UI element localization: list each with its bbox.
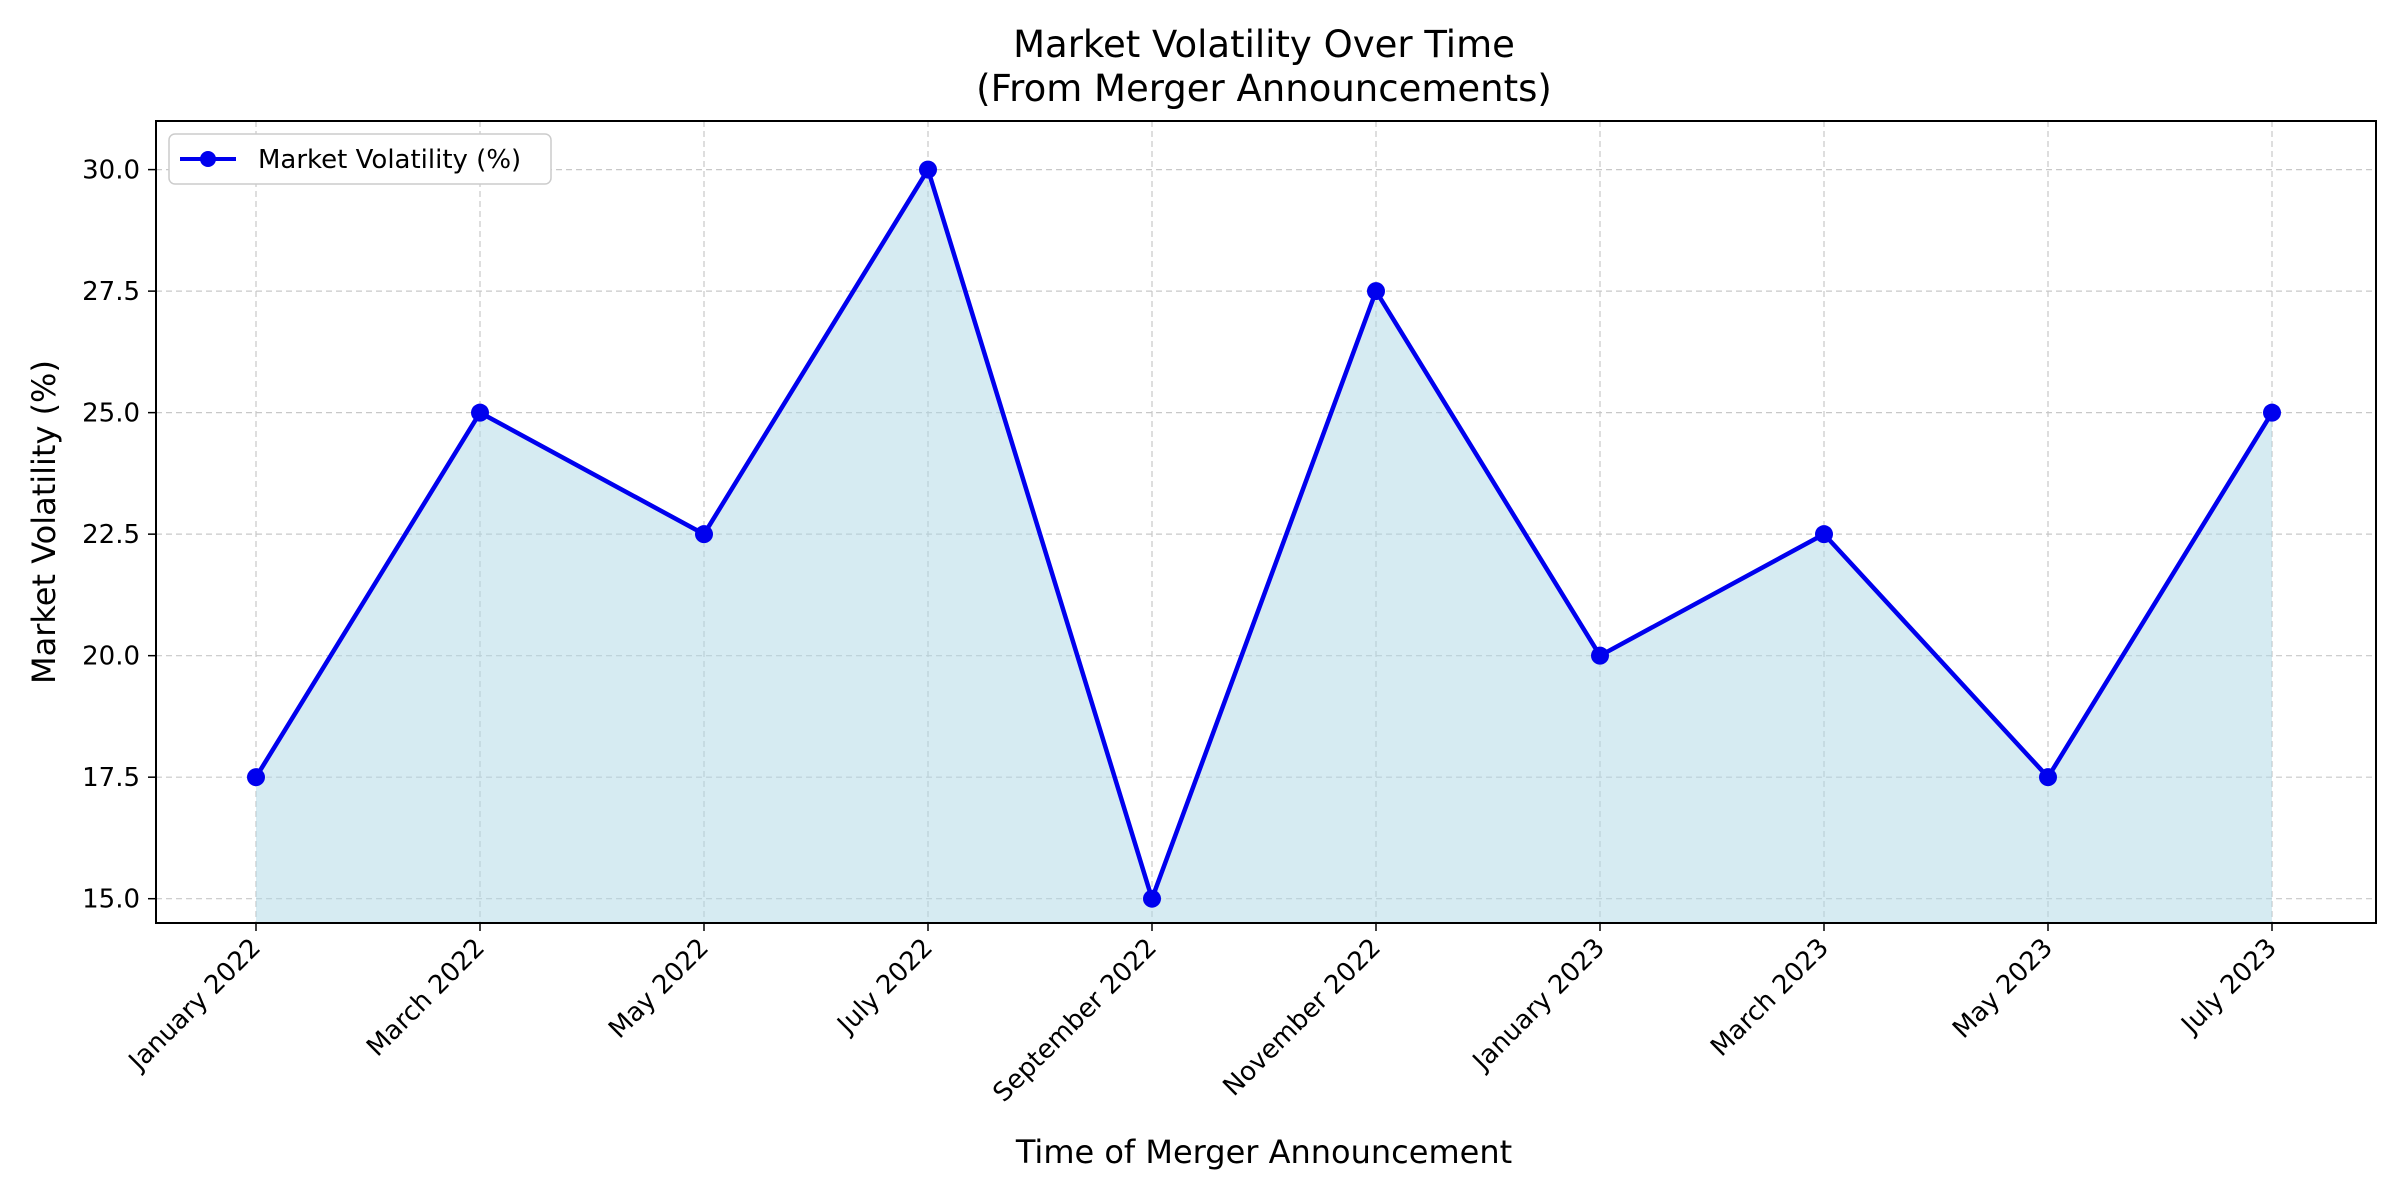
data-point bbox=[471, 403, 489, 422]
legend: Market Volatility (%) bbox=[168, 133, 552, 185]
data-point bbox=[1591, 646, 1609, 665]
data-point bbox=[2039, 768, 2057, 787]
data-points bbox=[247, 160, 2281, 908]
y-tick-label: 17.5 bbox=[82, 763, 140, 793]
y-tick-label: 22.5 bbox=[82, 520, 140, 550]
y-tick-label: 27.5 bbox=[82, 277, 140, 307]
y-tick-label: 20.0 bbox=[82, 642, 140, 672]
y-axis-ticks: 15.0 17.5 20.0 22.5 25.0 27.5 30.0 bbox=[82, 156, 156, 915]
y-tick-label: 15.0 bbox=[82, 885, 140, 915]
area-fill bbox=[256, 169, 2272, 923]
data-point bbox=[1143, 889, 1161, 908]
y-tick-label: 25.0 bbox=[82, 399, 140, 429]
data-point bbox=[2263, 403, 2281, 422]
legend-box bbox=[168, 133, 552, 185]
legend-label: Market Volatility (%) bbox=[258, 145, 521, 175]
y-axis-label: Market Volatility (%) bbox=[25, 360, 63, 684]
data-point bbox=[695, 525, 713, 544]
data-point bbox=[1367, 282, 1385, 301]
legend-marker-swatch bbox=[200, 151, 216, 167]
data-point bbox=[1815, 525, 1833, 544]
data-point bbox=[919, 160, 937, 179]
chart-title-line2: (From Merger Announcements) bbox=[976, 67, 1552, 110]
series-line bbox=[254, 167, 2274, 901]
chart-title-line1: Market Volatility Over Time bbox=[1013, 23, 1515, 66]
x-axis-label: Time of Merger Announcement bbox=[1015, 1133, 1512, 1171]
y-tick-label: 30.0 bbox=[82, 156, 140, 186]
data-point bbox=[247, 768, 265, 787]
plot-frame bbox=[155, 120, 2377, 924]
